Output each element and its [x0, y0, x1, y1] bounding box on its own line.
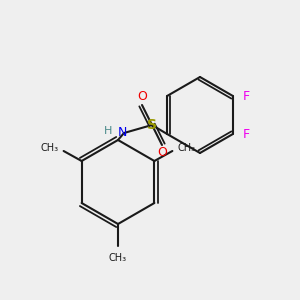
Text: F: F	[243, 128, 250, 140]
Text: F: F	[243, 89, 250, 103]
Text: CH₃: CH₃	[109, 253, 127, 263]
Text: CH₃: CH₃	[177, 143, 196, 153]
Text: CH₃: CH₃	[40, 143, 58, 153]
Text: O: O	[157, 146, 167, 160]
Text: H: H	[104, 126, 112, 136]
Text: O: O	[137, 91, 147, 103]
Text: S: S	[147, 118, 157, 132]
Text: N: N	[117, 127, 127, 140]
